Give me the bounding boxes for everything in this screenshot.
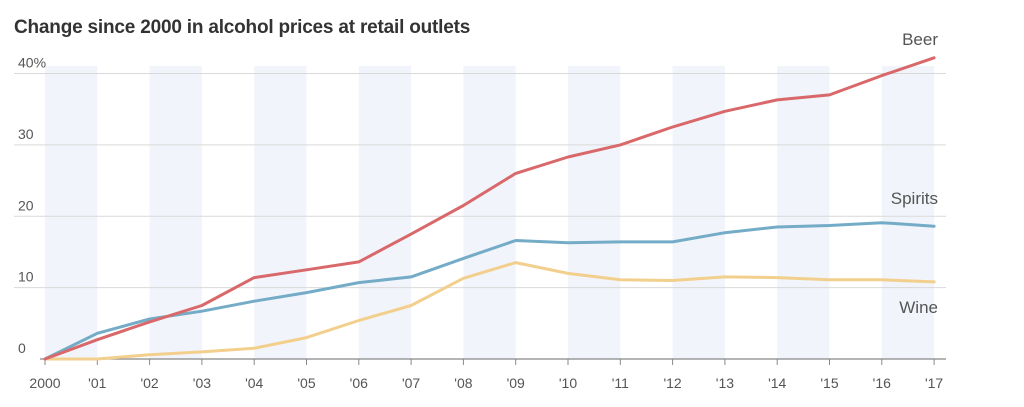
x-tick-label: '07 [402, 375, 420, 391]
series-line-spirits [43, 221, 936, 361]
series-lines [43, 56, 936, 361]
x-tick-label: '06 [350, 375, 368, 391]
x-tick-label: '17 [925, 375, 943, 391]
y-tick-label: 40% [18, 55, 46, 71]
year-band [45, 66, 98, 359]
x-tick-label: '04 [245, 375, 263, 391]
x-tick-label: '08 [454, 375, 472, 391]
year-band [881, 66, 935, 359]
year-band [777, 66, 830, 359]
year-band [358, 66, 412, 359]
year-band [672, 66, 725, 359]
x-tick-label: '15 [820, 375, 838, 391]
x-tick-label: '02 [140, 375, 158, 391]
y-axis-labels: 0 10 20 30 40% [18, 55, 46, 357]
x-tick-label: '12 [663, 375, 681, 391]
x-axis: 2000 '01 '02 '03 '04 '05 '06 '07 '08 '09 '10 '11 '12… [29, 358, 946, 391]
x-tick-label: '14 [768, 375, 786, 391]
series-label-beer: Beer [902, 30, 938, 49]
year-band [568, 66, 621, 359]
y-tick-label: 20 [18, 197, 34, 213]
series-labels: Beer Spirits Wine [891, 30, 939, 317]
x-tick-label: '10 [559, 375, 577, 391]
gridlines [14, 73, 946, 289]
x-tick-label: '13 [716, 375, 734, 391]
y-tick-label: 10 [18, 269, 34, 285]
series-label-wine: Wine [899, 298, 938, 317]
series-line-wine [43, 261, 936, 361]
x-tick-label: 2000 [29, 375, 60, 391]
x-tick-label: '01 [88, 375, 106, 391]
x-tick-label: '09 [507, 375, 525, 391]
series-label-spirits: Spirits [891, 189, 938, 208]
x-tick-label: '05 [297, 375, 315, 391]
year-band [149, 66, 202, 359]
y-tick-label: 0 [18, 340, 26, 356]
x-tick-label: '16 [873, 375, 891, 391]
year-band [463, 66, 516, 359]
year-band [254, 66, 307, 359]
chart-title: Change since 2000 in alcohol prices at r… [14, 17, 471, 38]
y-tick-label: 30 [18, 126, 34, 142]
x-tick-label: '11 [612, 375, 629, 391]
series-line-beer [43, 56, 936, 361]
x-tick-label: '03 [193, 375, 211, 391]
